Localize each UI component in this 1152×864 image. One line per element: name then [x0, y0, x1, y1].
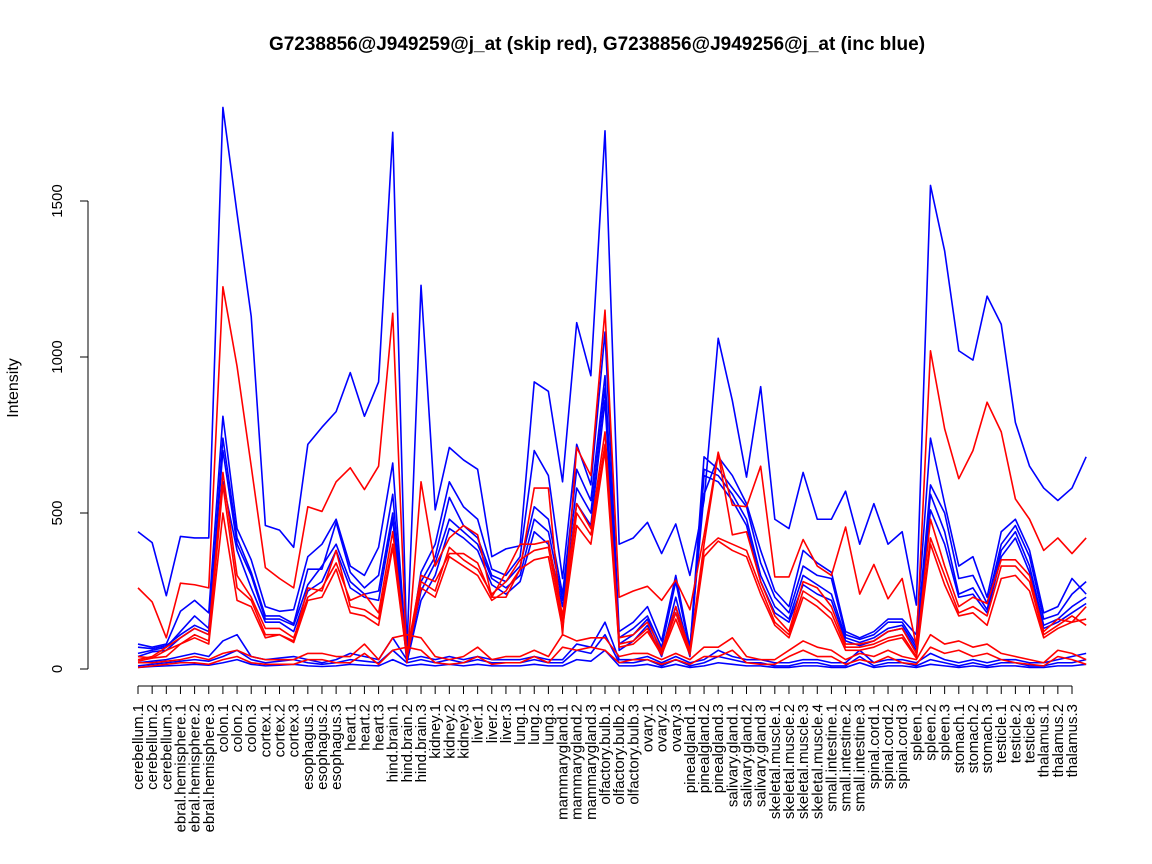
x-tick-label: liver.2: [484, 704, 501, 743]
x-tick-label: stomach.1: [951, 704, 968, 773]
x-tick-label: kidney.3: [455, 704, 472, 759]
x-tick-label: spleen.2: [922, 704, 939, 761]
x-axis: cerebellum.1cerebellum.2cerebellum.3ebra…: [130, 685, 1081, 832]
x-tick-label: small.intestine.2: [838, 704, 855, 812]
series-line-blue-1: [137, 106, 1087, 652]
series-line-red-1: [137, 285, 1087, 664]
x-tick-label: skeletal.muscle.4: [809, 704, 826, 819]
y-axis: 0 500 1000 1500: [49, 184, 89, 673]
x-tick-label: thalamus.2: [1050, 704, 1067, 777]
x-tick-label: pinealgland.3: [710, 704, 727, 793]
x-tick-label: esophagus.3: [328, 704, 345, 790]
x-tick-label: colon.3: [243, 704, 260, 752]
x-tick-label: spinal.cord.2: [880, 704, 897, 789]
x-tick-label: mammarygland.2: [569, 704, 586, 820]
x-tick-label: spleen.1: [908, 704, 925, 761]
x-tick-label: hind.brain.3: [413, 704, 430, 782]
x-tick-label: lung.2: [526, 704, 543, 745]
x-tick-label: olfactory.bulb.2: [611, 704, 628, 805]
x-tick-label: testicle.2: [1007, 704, 1024, 763]
x-tick-label: olfactory.bulb.1: [597, 704, 614, 805]
x-tick-label: cortex.2: [272, 704, 289, 757]
series-line-blue-7: [137, 633, 1087, 667]
x-tick-label: salivary.gland.2: [739, 704, 756, 807]
x-tick-label: spinal.cord.1: [866, 704, 883, 789]
x-tick-label: olfactory.bulb.3: [625, 704, 642, 805]
x-tick-label: spleen.3: [937, 704, 954, 761]
x-tick-label: kidney.1: [427, 704, 444, 759]
x-tick-label: testicle.1: [993, 704, 1010, 763]
x-tick-label: heart.1: [342, 704, 359, 751]
x-tick-label: testicle.3: [1022, 704, 1039, 763]
series-line-blue-8: [137, 649, 1087, 669]
x-tick-label: liver.3: [498, 704, 515, 743]
series-line-blue-2: [137, 331, 1087, 663]
x-tick-label: hind.brain.2: [399, 704, 416, 782]
x-tick-label: colon.2: [229, 704, 246, 752]
x-tick-label: small.intestine.3: [852, 704, 869, 812]
x-tick-label: stomach.3: [979, 704, 996, 773]
x-tick-label: ebral.hemisphere.3: [201, 704, 218, 832]
series-line-red-4: [137, 449, 1087, 659]
x-tick-label: thalamus.3: [1064, 704, 1081, 777]
y-tick-label: 500: [49, 500, 66, 525]
x-tick-label: mammarygland.1: [555, 704, 572, 820]
x-tick-label: pinealgland.1: [682, 704, 699, 793]
y-axis-label: Intensity: [5, 358, 22, 418]
x-tick-label: colon.1: [215, 704, 232, 752]
y-tick-label: 1500: [49, 184, 66, 217]
x-tick-label: salivary.gland.1: [724, 704, 741, 807]
series-line-red-5: [138, 633, 1087, 664]
x-tick-label: esophagus.2: [314, 704, 331, 790]
x-tick-label: small.intestine.1: [823, 704, 840, 812]
x-tick-label: lung.3: [540, 704, 557, 745]
x-tick-label: cortex.1: [257, 704, 274, 757]
x-tick-label: pinealgland.2: [696, 704, 713, 793]
x-tick-label: ebral.hemisphere.1: [172, 704, 189, 832]
x-tick-label: cerebellum.1: [130, 704, 147, 790]
x-tick-label: skeletal.muscle.2: [781, 704, 798, 819]
x-tick-label: ovary.1: [639, 704, 656, 752]
x-tick-label: skeletal.muscle.1: [767, 704, 784, 819]
chart-title: G7238856@J949259@j_at (skip red), G72388…: [269, 34, 925, 55]
x-tick-label: ovary.2: [654, 704, 671, 752]
x-tick-label: ebral.hemisphere.2: [187, 704, 204, 832]
x-tick-label: liver.1: [470, 704, 487, 743]
y-tick-label: 0: [49, 665, 66, 673]
series-layer: [137, 106, 1087, 669]
x-tick-label: salivary.gland.3: [753, 704, 770, 807]
x-tick-label: ovary.3: [668, 704, 685, 752]
x-tick-label: heart.2: [356, 704, 373, 751]
series-line-blue-6: [137, 621, 1087, 664]
x-tick-label: hind.brain.1: [385, 704, 402, 782]
x-tick-label: cerebellum.3: [158, 704, 175, 790]
x-tick-label: skeletal.muscle.3: [795, 704, 812, 819]
x-tick-label: cerebellum.2: [144, 704, 161, 790]
x-tick-label: lung.1: [512, 704, 529, 745]
series-line-red-6: [137, 646, 1087, 669]
x-tick-label: mammarygland.3: [583, 704, 600, 820]
x-tick-label: cortex.3: [286, 704, 303, 757]
x-tick-label: esophagus.1: [300, 704, 317, 790]
y-tick-label: 1000: [49, 340, 66, 373]
x-tick-label: thalamus.1: [1036, 704, 1053, 777]
x-tick-label: kidney.2: [441, 704, 458, 759]
x-tick-label: spinal.cord.3: [894, 704, 911, 789]
x-tick-label: stomach.2: [965, 704, 982, 773]
x-tick-label: heart.3: [371, 704, 388, 751]
